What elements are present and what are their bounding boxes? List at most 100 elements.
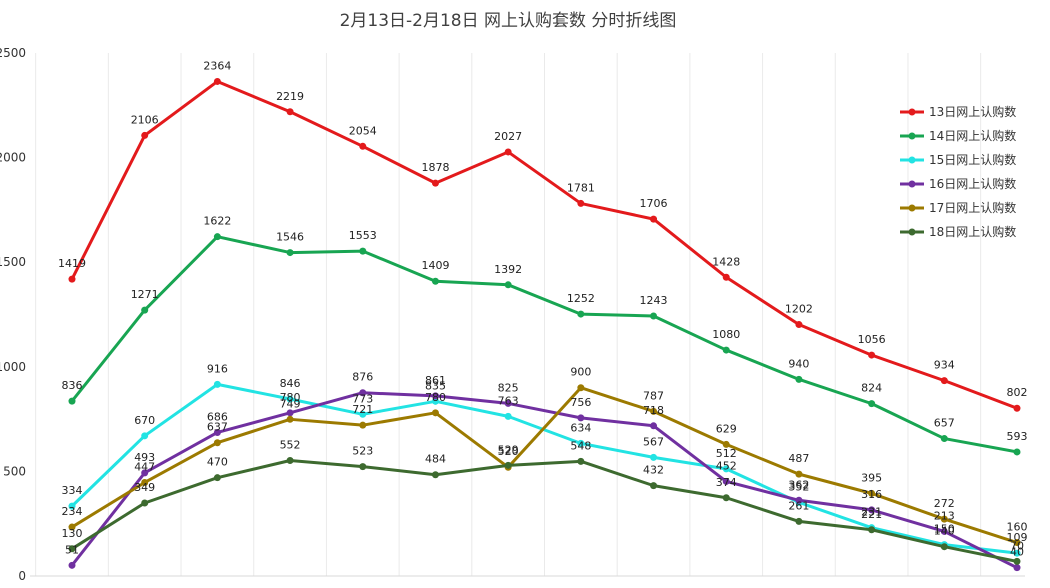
data-point	[68, 545, 76, 553]
data-point	[722, 494, 730, 502]
data-point	[722, 273, 730, 281]
data-point	[141, 469, 149, 477]
data-label: 835	[425, 379, 446, 392]
data-point	[431, 392, 439, 400]
data-label: 1056	[858, 333, 886, 346]
data-label: 2364	[203, 59, 231, 72]
data-label: 2106	[131, 113, 159, 126]
data-point	[141, 306, 149, 314]
data-label: 1419	[58, 257, 86, 270]
chart-title: 2月13日-2月18日 网上认购套数 分时折线图	[340, 11, 677, 31]
data-label: 934	[934, 359, 955, 372]
data-label: 231	[861, 506, 882, 519]
data-label: 552	[280, 439, 301, 452]
data-label: 1878	[421, 161, 449, 174]
data-label: 1553	[349, 229, 377, 242]
data-point	[1013, 549, 1021, 557]
data-label: 1271	[131, 288, 159, 301]
data-label: 1409	[421, 259, 449, 272]
data-label: 520	[498, 445, 519, 458]
y-tick-label: 1000	[0, 360, 26, 374]
legend-label: 18日网上认购数	[929, 224, 1016, 239]
data-label: 221	[861, 508, 882, 521]
data-label: 2219	[276, 90, 304, 103]
data-point	[650, 407, 658, 415]
data-point	[141, 131, 149, 139]
data-label: 213	[934, 509, 955, 522]
data-point	[722, 477, 730, 485]
data-label: 940	[788, 357, 809, 370]
data-point	[940, 377, 948, 385]
data-label: 787	[643, 389, 664, 402]
data-label: 756	[570, 396, 591, 409]
data-point	[868, 351, 876, 359]
data-label: 272	[934, 497, 955, 510]
data-label: 261	[788, 499, 809, 512]
data-label: 529	[498, 443, 519, 456]
data-label: 334	[62, 484, 83, 497]
data-point	[1013, 404, 1021, 412]
data-label: 2054	[349, 124, 377, 137]
y-tick-label: 0	[18, 569, 26, 583]
data-point	[1013, 448, 1021, 456]
legend-label: 16日网上认购数	[929, 176, 1016, 191]
data-point	[431, 179, 439, 187]
data-label: 70	[1010, 539, 1024, 552]
y-tick-label: 500	[3, 464, 26, 478]
data-label: 512	[716, 447, 737, 460]
data-label: 686	[207, 410, 228, 423]
data-label: 487	[788, 452, 809, 465]
data-label: 634	[570, 421, 591, 434]
data-point	[577, 414, 585, 422]
data-label: 150	[934, 523, 955, 536]
series-line	[70, 382, 1018, 555]
data-label: 493	[134, 451, 155, 464]
data-point	[359, 247, 367, 255]
data-label: 40	[1010, 546, 1024, 559]
data-point	[795, 496, 803, 504]
data-label: 1546	[276, 231, 304, 244]
data-point	[68, 523, 76, 531]
data-label: 548	[570, 439, 591, 452]
data-label: 395	[861, 471, 882, 484]
legend-label: 13日网上认购数	[929, 104, 1016, 119]
data-point	[286, 108, 294, 116]
data-point	[577, 457, 585, 465]
legend-marker	[908, 180, 916, 188]
data-point	[68, 561, 76, 569]
legend-marker	[908, 108, 916, 116]
data-point	[650, 422, 658, 430]
data-point	[359, 142, 367, 150]
data-label: 160	[1007, 521, 1028, 534]
data-point	[213, 474, 221, 482]
data-label: 1202	[785, 303, 813, 316]
data-point	[504, 461, 512, 469]
data-label: 447	[134, 460, 155, 473]
y-tick-label: 2000	[0, 151, 26, 165]
y-tick-label: 1500	[0, 255, 26, 269]
data-label: 1252	[567, 292, 595, 305]
data-label: 637	[207, 421, 228, 434]
legend-marker	[908, 132, 916, 140]
data-label: 1622	[203, 215, 231, 228]
data-label: 51	[65, 543, 79, 556]
data-point	[940, 435, 948, 443]
data-point	[577, 439, 585, 447]
data-label: 749	[280, 397, 301, 410]
data-point	[577, 384, 585, 392]
legend-marker	[908, 228, 916, 236]
series-lines	[68, 77, 1021, 572]
data-label: 567	[643, 435, 664, 448]
data-label: 234	[62, 505, 83, 518]
data-point	[650, 312, 658, 320]
data-labels: 1419 2106 2364 2219 2054 1878 2027 1781 1706 1428…	[58, 59, 1028, 558]
data-point	[577, 310, 585, 318]
data-label: 484	[425, 453, 446, 466]
data-point	[504, 412, 512, 420]
data-point	[68, 397, 76, 405]
data-label: 900	[570, 366, 591, 379]
data-point	[650, 453, 658, 461]
data-point	[213, 233, 221, 241]
data-label: 773	[352, 392, 373, 405]
